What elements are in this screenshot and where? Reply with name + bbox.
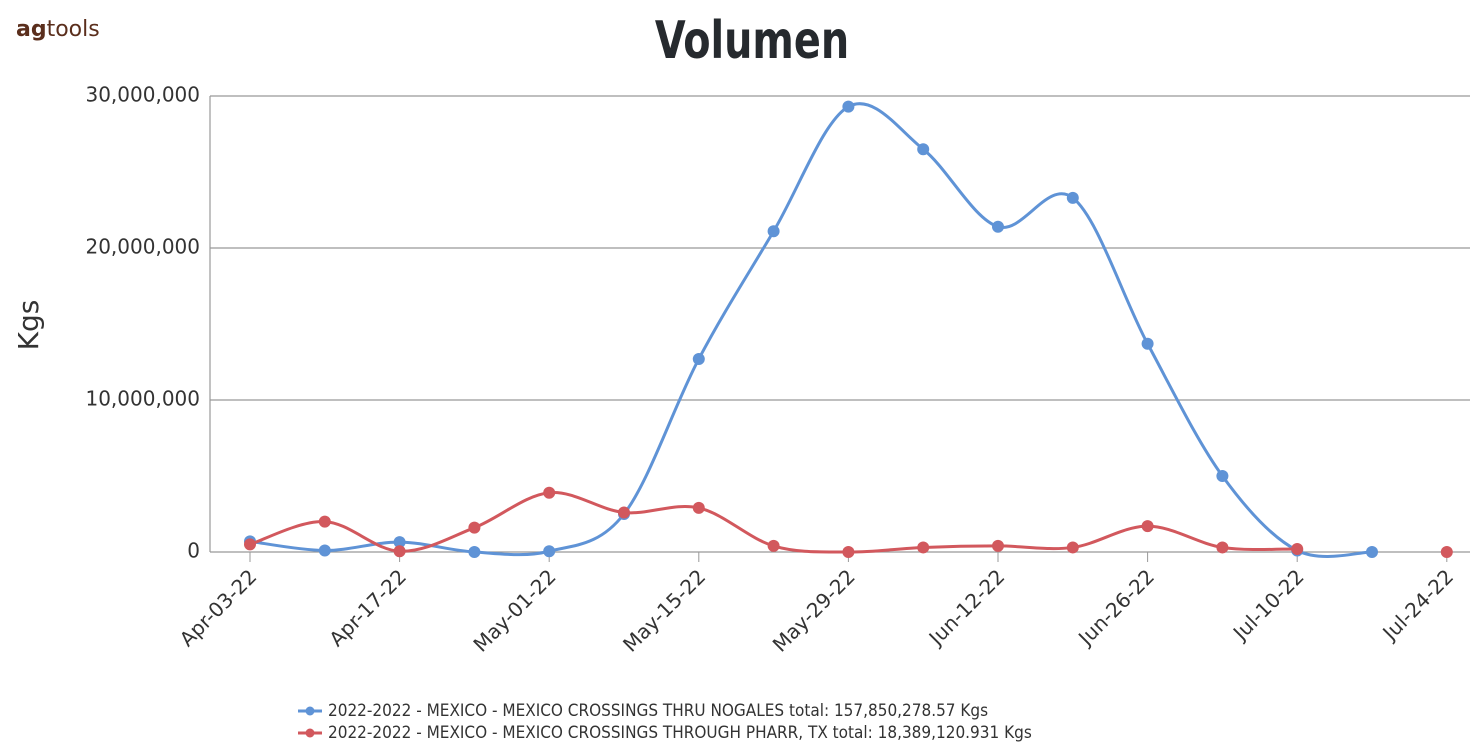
y-tick-label: 30,000,000: [85, 83, 200, 107]
series: [244, 486, 1453, 558]
data-point: [692, 352, 705, 365]
chart-title: Volumen: [655, 11, 849, 71]
data-point: [842, 546, 855, 558]
x-tick-label: Apr-03-22: [175, 564, 262, 651]
data-point: [1066, 191, 1079, 204]
logo: agtools: [16, 17, 100, 42]
legend-marker: [305, 728, 315, 738]
x-tick-label: May-15-22: [618, 564, 710, 656]
legend-label: 2022-2022 - MEXICO - MEXICO CROSSINGS TH…: [328, 723, 1032, 743]
legend-marker: [305, 706, 315, 716]
logo-bold: ag: [16, 17, 47, 42]
series: [244, 100, 1378, 558]
data-point: [992, 539, 1004, 552]
data-point: [318, 515, 331, 528]
y-tick-label: 0: [187, 539, 200, 563]
legend-label: 2022-2022 - MEXICO - MEXICO CROSSINGS TH…: [328, 701, 988, 721]
y-tick-label: 10,000,000: [85, 387, 200, 411]
data-point: [1216, 470, 1229, 482]
data-point: [842, 100, 855, 113]
data-point: [692, 501, 705, 514]
data-point: [917, 143, 930, 156]
data-point: [318, 544, 331, 557]
data-point: [618, 506, 630, 519]
data-point: [917, 541, 930, 554]
data-point: [393, 536, 406, 549]
data-point: [468, 521, 481, 534]
logo-rest: tools: [47, 17, 100, 42]
x-tick-label: May-01-22: [468, 564, 560, 656]
y-tick-label: 20,000,000: [85, 235, 200, 259]
data-point: [1216, 541, 1229, 554]
y-axis-label: Kgs: [12, 300, 45, 351]
data-point: [1141, 520, 1154, 533]
x-tick-label: Apr-17-22: [324, 564, 411, 651]
data-point: [1291, 542, 1304, 555]
x-tick-label: Jul-24-22: [1377, 564, 1459, 646]
data-point: [393, 545, 406, 558]
data-point: [992, 220, 1004, 233]
data-point: [1366, 546, 1378, 558]
data-point: [767, 539, 780, 552]
data-point: [543, 486, 556, 499]
data-point: [767, 225, 780, 238]
data-point: [1440, 546, 1453, 558]
data-point: [1141, 337, 1154, 350]
data-point: [1066, 541, 1079, 554]
series-line: [249, 102, 1373, 558]
data-point: [468, 546, 481, 558]
series-line: [249, 491, 1298, 554]
x-tick-label: Jun-26-22: [1072, 564, 1159, 651]
x-tick-label: Jul-10-22: [1227, 564, 1309, 646]
x-tick-label: May-29-22: [768, 564, 860, 656]
x-tick-label: Jun-12-22: [923, 564, 1010, 651]
data-point: [244, 538, 256, 551]
data-point: [543, 545, 556, 558]
